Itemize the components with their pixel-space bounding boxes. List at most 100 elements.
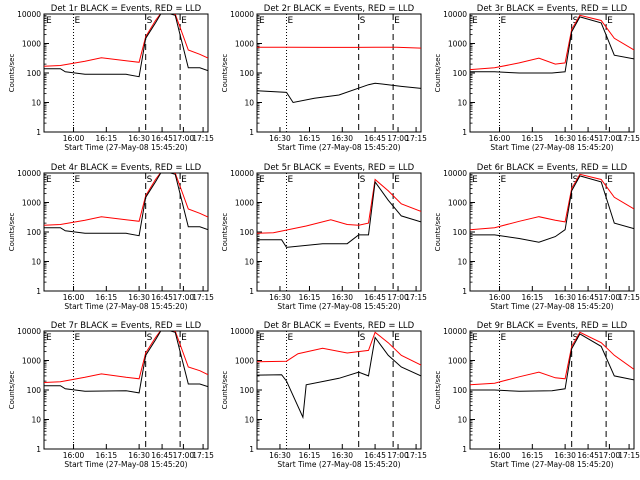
corner-label: E <box>472 16 478 26</box>
x-tick-label: 16:15 <box>299 293 321 302</box>
x-axis-label: Start Time (27-May-08 15:45:20) <box>277 460 400 469</box>
y-tick-label: 1 <box>36 128 41 137</box>
time-marker-label: E <box>181 333 187 343</box>
events-series-line <box>44 173 208 237</box>
x-tick-label: 17:00 <box>599 293 621 302</box>
x-tick-label: 16:30 <box>554 134 576 143</box>
corner-label: E <box>46 16 52 26</box>
y-tick-label: 10000 <box>443 10 467 19</box>
x-tick-label: 16:00 <box>489 134 511 143</box>
time-marker-label: E <box>501 175 507 185</box>
x-tick-label: 16:30 <box>331 451 353 460</box>
events-series-line <box>470 16 634 74</box>
x-tick-label: 16:00 <box>63 293 85 302</box>
events-series-line <box>257 82 421 104</box>
panel-det-4: Det 4r BLACK = Events, RED = LLD 1 10 100 10… <box>8 163 214 311</box>
panel-title: Det 2r BLACK = Events, RED = LLD <box>264 4 415 14</box>
corner-label: E <box>472 333 478 343</box>
y-tick-label: 1000 <box>448 40 467 49</box>
time-marker-label: S <box>573 333 579 343</box>
panel-det-5: Det 5r BLACK = Events, RED = LLD 1 10 100 10… <box>221 163 427 311</box>
lld-series-line <box>257 46 421 49</box>
x-tick-label: 16:45 <box>151 293 173 302</box>
x-tick-label: 16:30 <box>128 134 150 143</box>
x-axis-label: Start Time (27-May-08 15:45:20) <box>64 302 187 311</box>
x-tick-label: 17:15 <box>192 134 214 143</box>
x-axis-label: Start Time (27-May-08 15:45:20) <box>490 302 613 311</box>
time-marker-label: E <box>607 175 613 185</box>
time-marker-label: E <box>181 175 187 185</box>
x-tick-label: 16:45 <box>364 451 386 460</box>
x-tick-label: 16:45 <box>151 134 173 143</box>
time-marker-label: E <box>607 333 613 343</box>
corner-label: E <box>259 16 265 26</box>
corner-label: E <box>472 175 478 185</box>
y-tick-label: 1000 <box>448 357 467 366</box>
y-tick-label: 1000 <box>448 199 467 208</box>
x-tick-label: 17:00 <box>387 451 409 460</box>
time-marker-label: S <box>147 16 153 26</box>
lld-series-line <box>470 14 634 71</box>
events-series-line <box>257 336 421 420</box>
time-marker-label: S <box>573 16 579 26</box>
x-tick-label: 17:15 <box>405 451 427 460</box>
x-axis-label: Start Time (27-May-08 15:45:20) <box>490 460 613 469</box>
time-marker-label: E <box>501 16 507 26</box>
time-marker-label: S <box>147 175 153 185</box>
x-tick-label: 17:00 <box>173 134 195 143</box>
x-tick-label: 16:45 <box>364 134 386 143</box>
y-tick-label: 10 <box>244 416 254 425</box>
x-tick-label: 17:00 <box>173 451 195 460</box>
time-marker-label: E <box>75 333 81 343</box>
x-tick-label: 16:00 <box>63 134 85 143</box>
x-tick-label: 16:15 <box>96 293 118 302</box>
lld-series-line <box>257 178 421 234</box>
time-marker-label: E <box>288 16 294 26</box>
y-tick-label: 10 <box>457 99 467 108</box>
y-tick-label: 100 <box>453 228 468 237</box>
x-tick-label: 16:45 <box>577 134 599 143</box>
y-tick-label: 10000 <box>17 10 41 19</box>
x-tick-label: 17:15 <box>618 293 640 302</box>
panel-det-1: Det 1r BLACK = Events, RED = LLD 1 10 100 10… <box>8 4 214 152</box>
y-tick-label: 100 <box>240 386 255 395</box>
y-tick-label: 10 <box>457 416 467 425</box>
y-tick-label: 100 <box>240 228 255 237</box>
x-tick-label: 16:15 <box>522 451 544 460</box>
y-tick-label: 10 <box>31 99 41 108</box>
y-tick-label: 100 <box>27 228 42 237</box>
time-marker-label: S <box>360 175 366 185</box>
x-axis-label: Start Time (27-May-08 15:45:20) <box>277 302 400 311</box>
x-tick-label: 17:00 <box>387 134 409 143</box>
y-tick-label: 100 <box>27 69 42 78</box>
time-marker-label: E <box>288 175 294 185</box>
y-tick-label: 1000 <box>235 199 254 208</box>
x-tick-label: 17:00 <box>173 293 195 302</box>
y-axis-label: Counts/sec <box>221 213 229 252</box>
time-marker-label: E <box>394 16 400 26</box>
y-tick-label: 10 <box>244 258 254 267</box>
y-tick-label: 1000 <box>235 40 254 49</box>
panel-title: Det 9r BLACK = Events, RED = LLD <box>477 321 628 331</box>
x-axis-label: Start Time (27-May-08 15:45:20) <box>64 143 187 152</box>
panel-det-3: Det 3r BLACK = Events, RED = LLD 1 10 100 10… <box>434 4 640 152</box>
y-tick-label: 100 <box>240 69 255 78</box>
y-axis-label: Counts/sec <box>434 54 442 93</box>
x-tick-label: 16:30 <box>128 293 150 302</box>
panel-det-9: Det 9r BLACK = Events, RED = LLD 1 10 100 10… <box>434 321 640 469</box>
x-tick-label: 17:00 <box>599 451 621 460</box>
y-tick-label: 1 <box>36 445 41 454</box>
y-tick-label: 100 <box>27 386 42 395</box>
y-axis-label: Counts/sec <box>221 371 229 410</box>
y-tick-label: 1000 <box>235 357 254 366</box>
panel-det-7: Det 7r BLACK = Events, RED = LLD 1 10 100 10… <box>8 321 214 469</box>
y-tick-label: 100 <box>453 69 468 78</box>
time-marker-label: E <box>501 333 507 343</box>
panel-title: Det 3r BLACK = Events, RED = LLD <box>477 4 628 14</box>
y-tick-label: 1000 <box>22 357 41 366</box>
plot-frame <box>43 172 209 292</box>
panel-title: Det 8r BLACK = Events, RED = LLD <box>264 321 415 331</box>
x-tick-label: 16:30 <box>331 293 353 302</box>
x-tick-label: 16:15 <box>522 293 544 302</box>
